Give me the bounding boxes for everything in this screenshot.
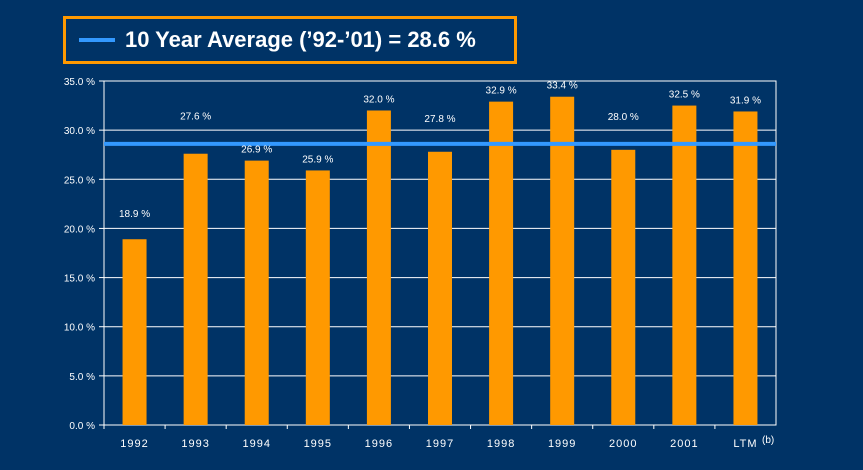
bar-1999 xyxy=(550,96,575,426)
x-tick-label: 2001 xyxy=(670,438,698,450)
x-tick-label: 1997 xyxy=(426,438,454,450)
legend-label: 10 Year Average (’92-’01) = 28.6 % xyxy=(125,27,476,52)
y-tick-label: 10.0 % xyxy=(64,323,95,334)
data-label: 27.8 % xyxy=(424,114,455,125)
y-tick-label: 25.0 % xyxy=(64,175,95,186)
data-label: 28.0 % xyxy=(608,112,639,123)
bar-2000 xyxy=(611,149,636,426)
bar-1997 xyxy=(428,151,452,425)
x-tick-label: 2000 xyxy=(609,438,637,450)
data-label: 32.0 % xyxy=(363,94,394,105)
bar-ltm xyxy=(733,111,758,426)
bar-1998 xyxy=(489,101,514,425)
bar-2001 xyxy=(672,105,697,426)
x-tick-label: 1992 xyxy=(120,438,148,450)
data-label: 32.5 % xyxy=(669,90,700,101)
legend-average-line-swatch xyxy=(79,38,115,42)
bar-1993 xyxy=(183,153,208,425)
y-tick-label: 20.0 % xyxy=(64,224,95,235)
x-tick-label: 1994 xyxy=(242,438,270,450)
x-tick-label: 1993 xyxy=(181,438,209,450)
bar-1992 xyxy=(122,239,147,425)
data-label: 18.9 % xyxy=(119,209,150,220)
bar-1994 xyxy=(244,160,269,425)
footnote-label: (b) xyxy=(762,435,774,446)
data-label: 26.9 % xyxy=(241,145,272,156)
x-tick-label: 1998 xyxy=(487,438,515,450)
y-tick-label: 35.0 % xyxy=(64,77,95,88)
data-label: 32.9 % xyxy=(486,86,517,97)
bar-1995 xyxy=(305,170,330,425)
legend-box: 10 Year Average (’92-’01) = 28.6 % xyxy=(63,16,517,64)
y-tick-label: 15.0 % xyxy=(64,274,95,285)
x-tick-label: 1999 xyxy=(548,438,576,450)
x-tick-label: LTM xyxy=(733,438,757,450)
x-tick-label: 1995 xyxy=(304,438,332,450)
data-label: 33.4 % xyxy=(547,81,578,92)
data-label: 31.9 % xyxy=(730,95,761,106)
y-tick-label: 30.0 % xyxy=(64,126,95,137)
bar-1996 xyxy=(366,110,391,425)
data-label: 27.6 % xyxy=(180,112,211,123)
data-label: 25.9 % xyxy=(302,154,333,165)
y-tick-label: 5.0 % xyxy=(69,372,95,383)
x-tick-label: 1996 xyxy=(365,438,393,450)
y-tick-label: 0.0 % xyxy=(69,421,95,432)
